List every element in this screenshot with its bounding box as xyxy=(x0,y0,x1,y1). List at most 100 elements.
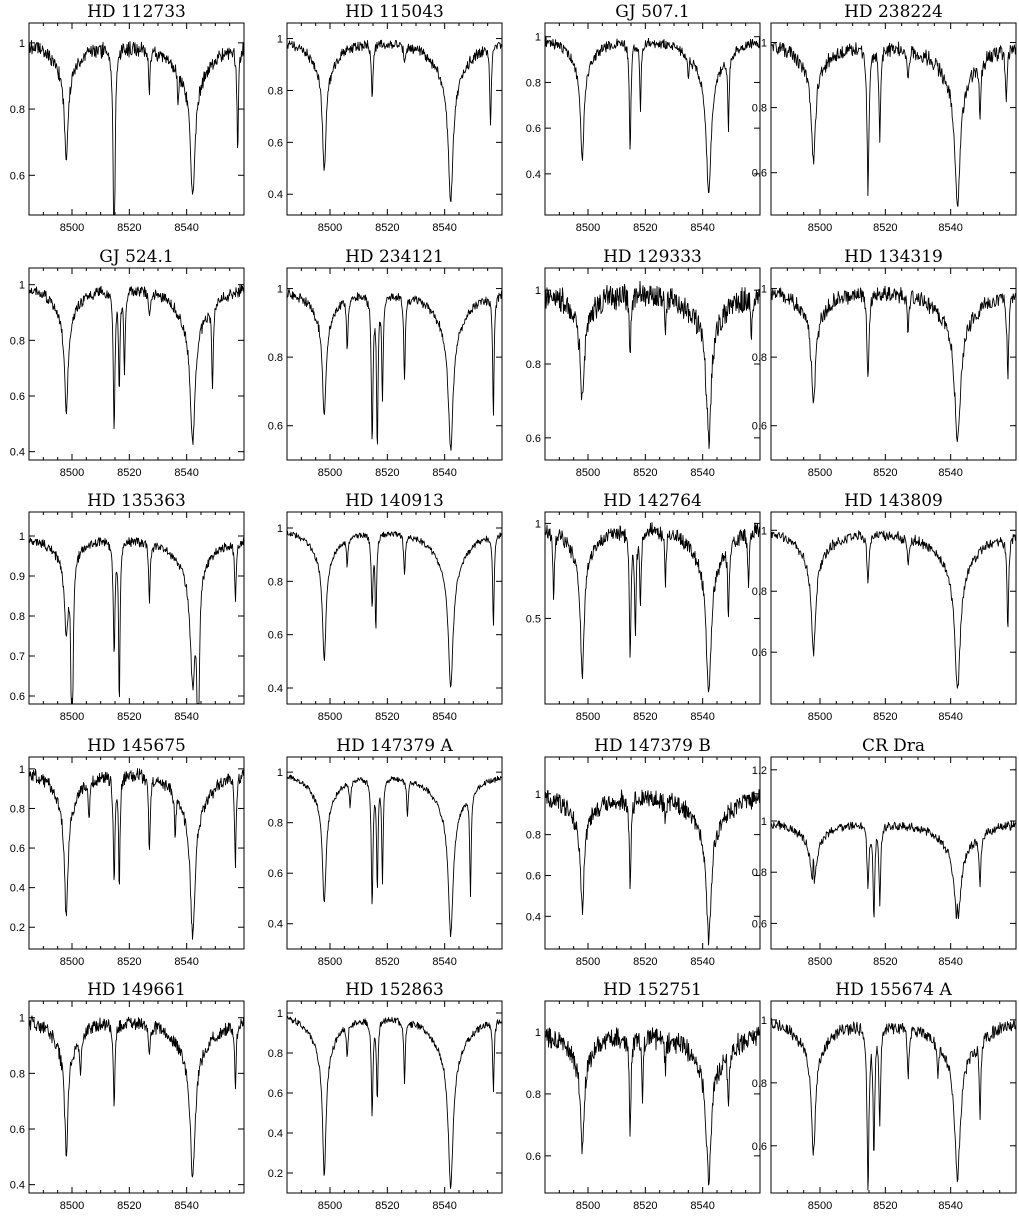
y-tick-label: 0.4 xyxy=(526,169,541,181)
plot-frame xyxy=(286,267,503,461)
spectrum-line xyxy=(544,36,761,194)
panel-title: HD 234121 xyxy=(345,247,444,267)
x-tick-label: 8500 xyxy=(318,1200,342,1212)
y-tick-label: 1 xyxy=(761,38,767,50)
y-tick-label: 1 xyxy=(277,34,283,46)
y-tick-label: 0.4 xyxy=(10,883,25,895)
x-tick-label: 8540 xyxy=(690,222,714,234)
x-tick-label: 8540 xyxy=(432,1200,456,1212)
y-tick-label: 1 xyxy=(535,789,541,801)
spectrum-panel: HD 145675 8500 8520 8540 0.2 0.4 0.6 0.8 1 xyxy=(10,736,245,968)
y-tick-label: 0.4 xyxy=(268,683,283,695)
x-tick-label: 8520 xyxy=(375,467,399,479)
panel-title: HD 134319 xyxy=(844,247,943,267)
plot-frame xyxy=(28,267,245,461)
y-tick-label: 0.2 xyxy=(10,922,25,934)
x-tick-label: 8520 xyxy=(873,711,897,723)
x-tick-label: 8540 xyxy=(938,711,962,723)
x-tick-label: 8500 xyxy=(318,956,342,968)
y-tick-label: 1.2 xyxy=(752,765,767,777)
spectrum-line xyxy=(286,39,503,203)
x-tick-label: 8520 xyxy=(375,1200,399,1212)
y-tick-label: 0.6 xyxy=(752,421,767,433)
panel-title: HD 155674 A xyxy=(835,980,952,1000)
spectrum-panel: GJ 524.1 8500 8520 8540 0.4 0.6 0.8 1 xyxy=(10,247,245,479)
x-tick-label: 8520 xyxy=(633,467,657,479)
x-tick-label: 8540 xyxy=(432,711,456,723)
y-tick-label: 0.6 xyxy=(526,433,541,445)
spectrum-panel: HD 147379 B 8500 8520 8540 0.4 0.6 0.8 1 xyxy=(526,736,761,968)
spectrum-line xyxy=(770,41,1017,207)
y-tick-label: 0.6 xyxy=(10,691,25,703)
x-tick-label: 8520 xyxy=(873,956,897,968)
spectrum-line xyxy=(770,1018,1017,1191)
y-tick-label: 1 xyxy=(761,816,767,828)
spectrum-line xyxy=(28,284,245,446)
panel-title: HD 152751 xyxy=(603,980,702,1000)
x-tick-label: 8500 xyxy=(808,956,832,968)
panel-title: HD 135363 xyxy=(87,491,186,511)
y-tick-label: 0.8 xyxy=(752,1078,767,1090)
x-tick-label: 8500 xyxy=(60,1200,84,1212)
y-tick-label: 0.8 xyxy=(268,352,283,364)
plot-frame xyxy=(770,22,1017,216)
spectrum-line xyxy=(286,774,503,938)
spectrum-line xyxy=(28,537,245,705)
panel-title: GJ 507.1 xyxy=(615,2,689,22)
y-tick-label: 0.8 xyxy=(10,1068,25,1080)
x-tick-label: 8540 xyxy=(432,467,456,479)
x-tick-label: 8500 xyxy=(576,1200,600,1212)
spectrum-panel: HD 238224 8500 8520 8540 0.6 0.8 1 xyxy=(752,2,1017,234)
panel-title: HD 112733 xyxy=(87,2,186,22)
y-tick-label: 0.8 xyxy=(526,1089,541,1101)
panel-title: HD 129333 xyxy=(603,247,702,267)
y-tick-label: 0.8 xyxy=(10,611,25,623)
x-tick-label: 8520 xyxy=(375,711,399,723)
y-tick-label: 0.2 xyxy=(268,1168,283,1180)
x-tick-label: 8540 xyxy=(174,711,198,723)
y-tick-label: 1 xyxy=(19,764,25,776)
y-tick-label: 1 xyxy=(19,531,25,543)
x-tick-label: 8540 xyxy=(938,467,962,479)
y-tick-label: 0.4 xyxy=(10,1180,25,1192)
y-tick-label: 0.4 xyxy=(526,911,541,923)
spectrum-line xyxy=(28,768,245,940)
x-tick-label: 8540 xyxy=(174,1200,198,1212)
y-tick-label: 1 xyxy=(535,32,541,44)
spectrum-panel: HD 147379 A 8500 8520 8540 0.4 0.6 0.8 1 xyxy=(268,736,503,968)
y-tick-label: 1 xyxy=(19,280,25,292)
y-tick-label: 0.8 xyxy=(268,1048,283,1060)
plot-frame xyxy=(770,1000,1017,1194)
y-tick-label: 0.8 xyxy=(752,867,767,879)
x-tick-label: 8500 xyxy=(60,956,84,968)
panel-title: CR Dra xyxy=(862,736,925,756)
spectrum-panel: HD 143809 8500 8520 8540 0.6 0.8 1 xyxy=(752,491,1017,723)
x-tick-label: 8520 xyxy=(873,222,897,234)
x-tick-label: 8540 xyxy=(938,956,962,968)
spectrum-panel: HD 152863 8500 8520 8540 0.2 0.4 0.6 0.8 1 xyxy=(268,980,503,1212)
spectrum-panel: HD 112733 8500 8520 8540 0.6 0.8 1 xyxy=(10,2,245,234)
plot-frame xyxy=(544,22,761,216)
plot-frame xyxy=(286,22,503,216)
x-tick-label: 8500 xyxy=(60,222,84,234)
y-tick-label: 1 xyxy=(535,1027,541,1039)
x-tick-label: 8520 xyxy=(375,222,399,234)
spectrum-panel: HD 234121 8500 8520 8540 0.6 0.8 1 xyxy=(268,247,503,479)
x-tick-label: 8540 xyxy=(174,956,198,968)
y-tick-label: 0.8 xyxy=(10,104,25,116)
x-tick-label: 8520 xyxy=(633,956,657,968)
x-tick-label: 8500 xyxy=(60,467,84,479)
y-tick-label: 0.8 xyxy=(752,352,767,364)
panel-title: HD 142764 xyxy=(603,491,702,511)
x-tick-label: 8500 xyxy=(808,222,832,234)
x-tick-label: 8520 xyxy=(375,956,399,968)
x-tick-label: 8540 xyxy=(174,467,198,479)
panel-title: HD 145675 xyxy=(87,736,186,756)
spectrum-panel: HD 152751 8500 8520 8540 0.6 0.8 1 xyxy=(526,980,761,1212)
y-tick-label: 1 xyxy=(761,1015,767,1027)
y-tick-label: 0.8 xyxy=(268,818,283,830)
spectrum-line xyxy=(770,530,1017,689)
x-tick-label: 8500 xyxy=(60,711,84,723)
x-tick-label: 8520 xyxy=(117,711,141,723)
